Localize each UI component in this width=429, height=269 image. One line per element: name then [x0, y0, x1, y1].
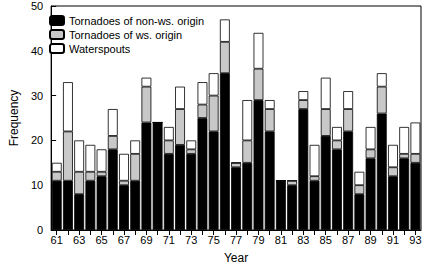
svg-text:65: 65 — [95, 234, 107, 246]
svg-text:Frequency: Frequency — [7, 90, 21, 147]
svg-text:10: 10 — [31, 179, 43, 191]
svg-text:71: 71 — [163, 234, 175, 246]
svg-text:87: 87 — [342, 234, 354, 246]
svg-text:85: 85 — [320, 234, 332, 246]
svg-text:40: 40 — [31, 45, 43, 57]
svg-text:63: 63 — [73, 234, 85, 246]
svg-text:89: 89 — [364, 234, 376, 246]
svg-text:91: 91 — [387, 234, 399, 246]
svg-text:81: 81 — [275, 234, 287, 246]
svg-text:Waterspouts: Waterspouts — [69, 43, 131, 55]
svg-text:67: 67 — [118, 234, 130, 246]
svg-text:61: 61 — [51, 234, 63, 246]
svg-text:73: 73 — [185, 234, 197, 246]
svg-text:50: 50 — [31, 0, 43, 12]
svg-text:Tornadoes of ws. origin: Tornadoes of ws. origin — [69, 29, 182, 41]
svg-text:Tornadoes of non-ws. origin: Tornadoes of non-ws. origin — [69, 15, 204, 27]
svg-text:77: 77 — [230, 234, 242, 246]
svg-text:93: 93 — [409, 234, 421, 246]
svg-text:30: 30 — [31, 90, 43, 102]
svg-text:79: 79 — [252, 234, 264, 246]
svg-text:69: 69 — [140, 234, 152, 246]
svg-text:83: 83 — [297, 234, 309, 246]
svg-text:Year: Year — [224, 251, 248, 265]
svg-text:75: 75 — [208, 234, 220, 246]
svg-text:20: 20 — [31, 134, 43, 146]
svg-text:0: 0 — [37, 224, 43, 236]
